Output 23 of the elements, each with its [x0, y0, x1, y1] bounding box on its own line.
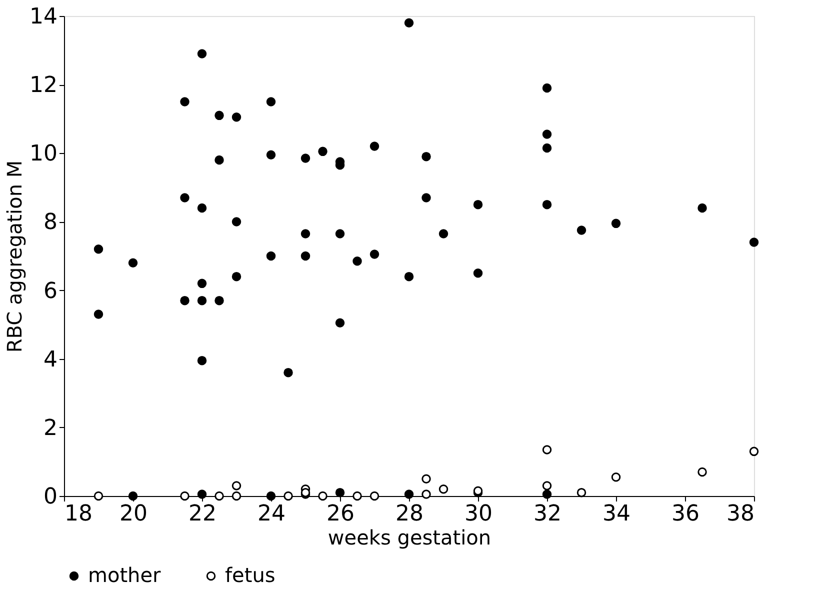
y-tick-label: 10	[30, 142, 58, 167]
x-tick-label: 36	[672, 502, 700, 526]
x-tick-label: 34	[602, 502, 630, 526]
x-tick-label: 22	[188, 502, 216, 526]
legend-label: fetus	[225, 563, 276, 587]
y-tick-label: 4	[44, 347, 58, 372]
x-tick-label: 24	[258, 502, 286, 526]
y-tick-label: 0	[44, 484, 58, 510]
y-tick-label: 14	[30, 4, 58, 30]
x-tick-label: 18	[64, 502, 92, 526]
x-tick-label: 26	[326, 502, 354, 526]
y-axis-title: RBC aggregation M	[2, 160, 27, 353]
x-tick-label: 32	[534, 502, 562, 526]
y-tick-label: 8	[44, 210, 58, 236]
y-tick-label: 6	[44, 278, 58, 304]
x-tick-label: 20	[120, 502, 148, 526]
x-tick-label: 38	[726, 502, 754, 526]
x-axis-title: weeks gestation	[328, 526, 492, 550]
x-tick-label: 28	[396, 502, 424, 526]
y-tick-label: 2	[44, 416, 58, 441]
x-tick-label: 30	[464, 502, 492, 526]
y-tick-label: 12	[30, 73, 58, 98]
legend-label: mother	[88, 563, 162, 587]
